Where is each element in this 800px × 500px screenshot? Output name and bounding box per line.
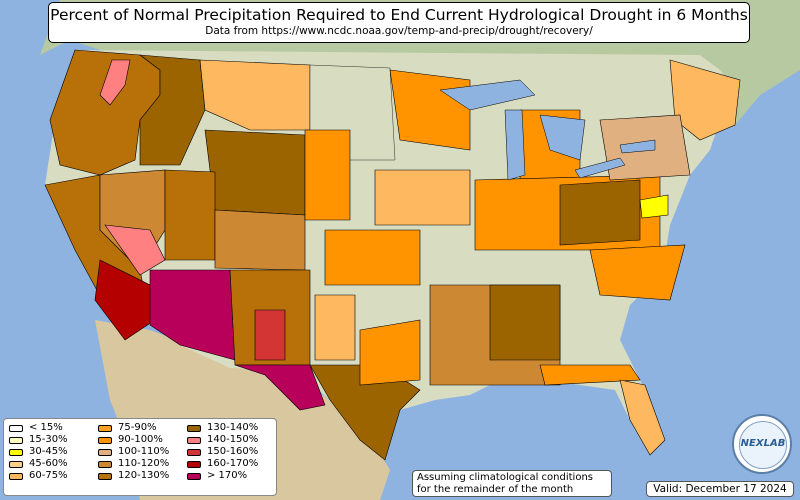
legend-label: 120-130%: [118, 470, 170, 481]
region-arizona: [149, 269, 236, 361]
legend-swatch: [98, 460, 112, 468]
legend-swatch: [187, 472, 201, 480]
legend-item: 150-160%: [187, 446, 258, 458]
title-box: Percent of Normal Precipitation Required…: [48, 2, 750, 43]
region-kansas: [324, 229, 421, 286]
legend-item: 100-110%: [98, 446, 169, 458]
legend-label: 140-150%: [207, 434, 259, 445]
map-subtitle: Data from https://www.ncdc.noaa.gov/temp…: [205, 25, 593, 37]
region-n-texas: [359, 319, 421, 386]
region-appalachia: [559, 179, 641, 246]
legend-column-3: 130-140% 140-150% 150-160% 160-170% > 17…: [187, 422, 258, 482]
legend-label: 130-140%: [207, 422, 259, 433]
legend-label: < 15%: [29, 422, 63, 433]
legend-item: 60-75%: [9, 470, 68, 482]
legend-swatch: [187, 460, 201, 468]
legend-item: 120-130%: [98, 470, 169, 482]
legend-item: < 15%: [9, 422, 68, 434]
region-iowa-neb: [374, 169, 471, 226]
legend-item: 140-150%: [187, 434, 258, 446]
legend-item: 130-140%: [187, 422, 258, 434]
region-wyoming: [204, 129, 306, 216]
region-colorado: [214, 209, 306, 271]
legend-label: 15-30%: [29, 434, 68, 445]
region-montana: [199, 59, 311, 131]
legend-swatch: [187, 424, 201, 432]
legend-label: 160-170%: [207, 458, 259, 469]
region-plains: [304, 129, 351, 221]
region-utah: [164, 169, 216, 261]
legend-label: 150-160%: [207, 446, 259, 457]
region-mississippi: [489, 284, 561, 361]
region-carolinas: [589, 244, 686, 301]
nexlab-logo: NEXLAB: [732, 414, 792, 474]
lake-huron: [539, 114, 586, 161]
legend-column-1: < 15% 15-30% 30-45% 45-60% 60-75%: [9, 422, 68, 482]
legend-item: 45-60%: [9, 458, 68, 470]
lake-superior: [439, 79, 536, 111]
legend-swatch: [98, 472, 112, 480]
legend-swatch: [98, 436, 112, 444]
legend-label: 75-90%: [118, 422, 157, 433]
region-wa-pink: [99, 59, 131, 106]
logo-text: NEXLAB: [740, 438, 786, 449]
lake-erie: [574, 157, 626, 179]
legend-item: 90-100%: [98, 434, 169, 446]
legend-label: 60-75%: [29, 470, 68, 481]
lake-ontario: [619, 139, 656, 154]
legend-label: 90-100%: [118, 434, 163, 445]
region-west-texas: [234, 364, 326, 411]
assumption-note: Assuming climatological conditions for t…: [412, 470, 612, 497]
legend-swatch: [187, 448, 201, 456]
legend-label: 30-45%: [29, 446, 68, 457]
legend-item: 110-120%: [98, 458, 169, 470]
legend-label: 110-120%: [118, 458, 170, 469]
region-minnesota: [389, 69, 471, 151]
valid-date: Valid: December 17 2024: [646, 481, 794, 497]
region-socal: [94, 259, 156, 341]
legend-swatch: [9, 460, 23, 468]
legend-item: 15-30%: [9, 434, 68, 446]
legend-item: 75-90%: [98, 422, 169, 434]
legend-swatch: [98, 448, 112, 456]
legend-label: > 170%: [207, 470, 248, 481]
region-mid-atlantic: [639, 194, 669, 219]
legend-swatch: [9, 436, 23, 444]
legend-swatch: [9, 424, 23, 432]
legend-swatch: [187, 436, 201, 444]
legend: < 15% 15-30% 30-45% 45-60% 60-75% 75-90%…: [3, 418, 277, 496]
globe-icon: NEXLAB: [739, 421, 787, 469]
legend-swatch: [98, 424, 112, 432]
region-gulf-coast: [539, 364, 641, 386]
region-florida: [619, 379, 666, 456]
region-new-england: [669, 59, 741, 141]
legend-label: 45-60%: [29, 458, 68, 469]
region-oklahoma: [314, 294, 356, 361]
legend-item: 160-170%: [187, 458, 258, 470]
region-nm-red: [254, 309, 286, 361]
legend-swatch: [9, 472, 23, 480]
lake-michigan: [504, 109, 526, 181]
legend-swatch: [9, 448, 23, 456]
legend-column-2: 75-90% 90-100% 100-110% 110-120% 120-130…: [98, 422, 169, 482]
legend-item: 30-45%: [9, 446, 68, 458]
map-title: Percent of Normal Precipitation Required…: [50, 6, 748, 24]
legend-item: > 170%: [187, 470, 258, 482]
legend-label: 100-110%: [118, 446, 170, 457]
